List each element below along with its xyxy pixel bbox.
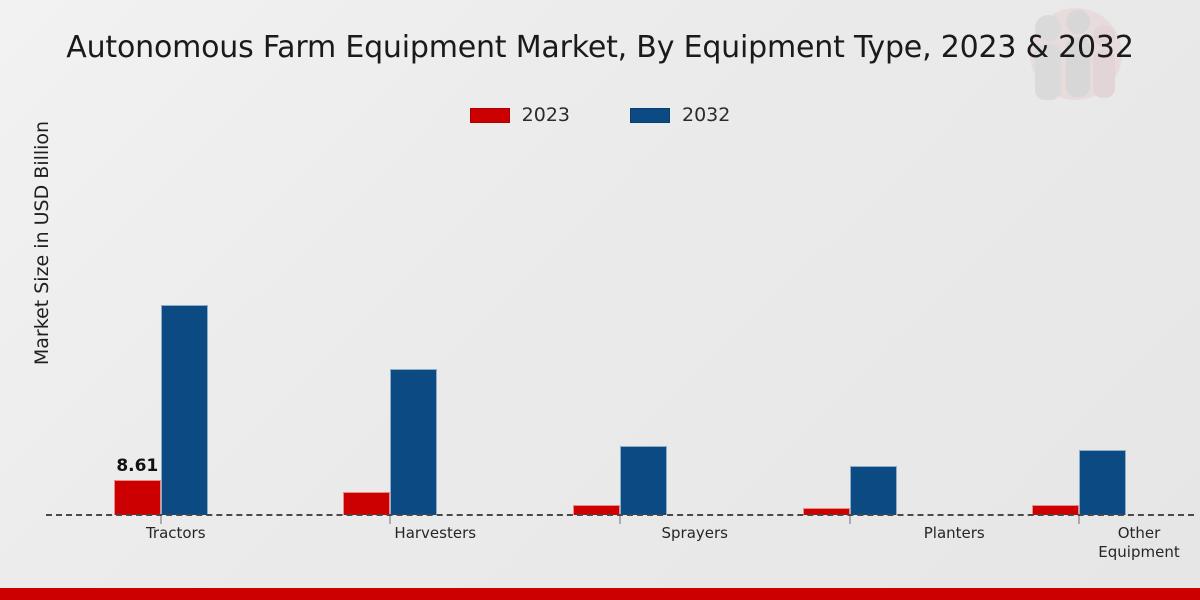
bar-2032-planters[interactable] [849, 466, 897, 515]
legend-swatch-2023 [469, 107, 510, 123]
bar-group-other-equipment [964, 140, 1194, 524]
bar-2023-tractors[interactable]: 8.61 [113, 456, 161, 515]
bar-group-planters [735, 140, 965, 524]
bar-2032-harvesters[interactable] [390, 369, 438, 515]
x-axis-baseline [46, 514, 1194, 516]
bar-2032-sprayers[interactable] [619, 446, 667, 515]
x-axis-label-sprayers: Sprayers [661, 524, 729, 542]
legend-label-2023: 2023 [521, 104, 570, 126]
bar-group-tractors: 8.61 [46, 140, 276, 524]
plot-area: 8.61 [46, 140, 1194, 524]
bar-value-label-tractors-2023: 8.61 [116, 456, 159, 476]
bar-2032-tractors[interactable] [160, 305, 208, 515]
bar-groups: 8.61 [46, 140, 1194, 524]
x-axis-category-labels: Tractors Harvesters Sprayers Planters Ot… [46, 524, 1194, 562]
x-axis-label-planters: Planters [923, 524, 985, 542]
bar-group-harvesters [276, 140, 506, 524]
bar-group-sprayers [505, 140, 735, 524]
bar-2023-planters[interactable] [802, 508, 850, 515]
bar-2032-other-equipment[interactable] [1079, 450, 1127, 515]
x-axis-label-other-equipment: Other Equipment [1098, 524, 1180, 561]
chart-legend: 2023 2032 [0, 104, 1200, 126]
axis-tick [389, 515, 391, 524]
legend-item-2023[interactable]: 2023 [469, 104, 570, 126]
axis-tick [1078, 515, 1080, 524]
bar-2023-other-equipment[interactable] [1032, 505, 1080, 515]
footer-accent-bar [0, 588, 1200, 600]
legend-swatch-2032 [630, 107, 670, 123]
legend-label-2032: 2032 [682, 104, 731, 126]
axis-tick [160, 515, 162, 524]
axis-tick [619, 515, 621, 524]
bar-2023-sprayers[interactable] [572, 505, 620, 515]
axis-tick [849, 515, 851, 524]
bar-2023-harvesters[interactable] [343, 492, 391, 515]
chart-title: Autonomous Farm Equipment Market, By Equ… [66, 30, 1134, 65]
x-axis-label-tractors: Tractors [145, 524, 206, 542]
legend-item-2032[interactable]: 2032 [630, 104, 730, 126]
x-axis-label-harvesters: Harvesters [394, 524, 477, 542]
